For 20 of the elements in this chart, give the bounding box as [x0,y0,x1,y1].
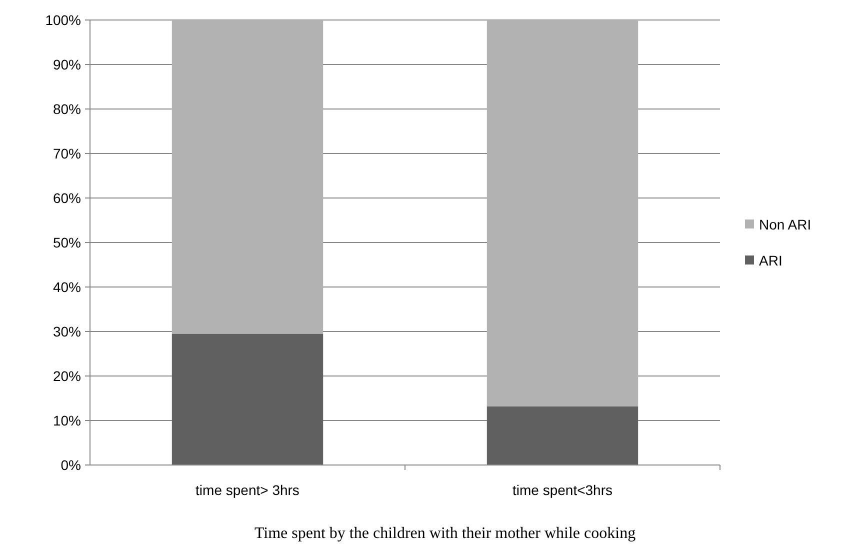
y-tick-label: 30% [52,323,81,340]
bar [172,20,324,334]
y-tick-label: 40% [52,278,81,295]
y-tick-label: 70% [52,145,81,162]
x-tick-label: time spent> 3hrs [196,482,300,498]
x-axis-title: Time spent by the children with their mother while cooking [254,525,636,542]
x-tick-label: time spent<3hrs [512,482,612,498]
y-tick-label: 10% [52,412,81,428]
bar [172,334,324,465]
y-tick-label: 20% [52,368,81,384]
legend-label: Non ARI [759,216,812,232]
bar [486,20,638,406]
y-tick-label: 60% [52,190,81,206]
y-tick-label: 0% [60,456,81,473]
y-tick-label: 80% [52,100,81,117]
y-tick-label: 100% [45,12,81,28]
bar [486,406,638,465]
y-tick-label: 90% [52,56,81,72]
y-tick-label: 50% [52,234,81,250]
legend-label: ARI [759,252,782,268]
